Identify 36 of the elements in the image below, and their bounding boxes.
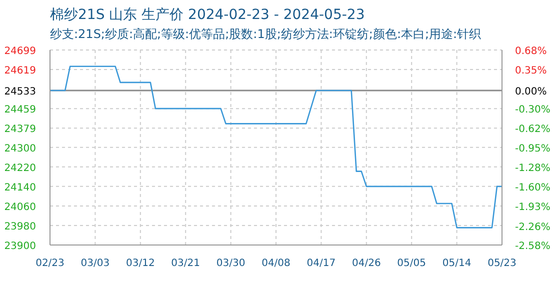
- y2-tick-label: 0.68%: [515, 46, 547, 57]
- y-tick-label: 24060: [4, 202, 36, 213]
- y-tick-label: 24300: [4, 143, 36, 154]
- y-tick-label: 24533: [4, 86, 36, 98]
- x-tick-label: 05/14: [442, 258, 472, 270]
- x-tick-label: 05/05: [397, 258, 426, 270]
- x-tick-label: 05/23: [488, 258, 516, 270]
- y-tick-label: 23900: [4, 241, 36, 252]
- x-tick-label: 02/23: [36, 258, 64, 270]
- y2-tick-label: -0.62%: [515, 124, 550, 135]
- y-tick-label: 24140: [4, 182, 36, 194]
- x-tick-label: 04/08: [262, 258, 290, 270]
- x-tick-label: 04/26: [352, 258, 381, 270]
- y2-tick-label: -2.26%: [515, 222, 550, 233]
- y-tick-label: 24220: [4, 162, 36, 174]
- y-tick-label: 24379: [4, 124, 36, 136]
- y2-tick-label: -2.58%: [515, 241, 550, 252]
- x-tick-label: 03/30: [216, 258, 246, 270]
- chart-subtitle: 纱支:21S;纱质:高配;等级:优等品;股数:1股;纺纱方法:环锭纺;颜色:本白;用途:针织: [50, 26, 482, 43]
- y2-tick-label: -1.93%: [515, 202, 550, 214]
- y2-tick-label: 0.00%: [515, 86, 547, 98]
- x-tick-label: 03/12: [126, 258, 155, 270]
- x-tick-label: 03/03: [80, 258, 110, 270]
- y2-tick-label: -0.95%: [515, 144, 550, 154]
- x-tick-label: 04/17: [306, 258, 336, 270]
- y-tick-label: 24699: [4, 46, 36, 57]
- line-series: [50, 66, 502, 228]
- y2-tick-label: -1.28%: [515, 163, 550, 174]
- y-tick-label: 24619: [4, 66, 36, 77]
- y-tick-label: 24459: [4, 104, 36, 116]
- y2-tick-label: 0.35%: [515, 66, 547, 77]
- y2-tick-label: -1.60%: [515, 182, 550, 194]
- y2-tick-label: -0.30%: [515, 104, 550, 116]
- x-tick-label: 03/21: [171, 258, 200, 270]
- y-tick-label: 23980: [4, 221, 36, 232]
- chart-title: 棉纱21S 山东 生产价 2024-02-23 - 2024-05-23: [50, 6, 365, 24]
